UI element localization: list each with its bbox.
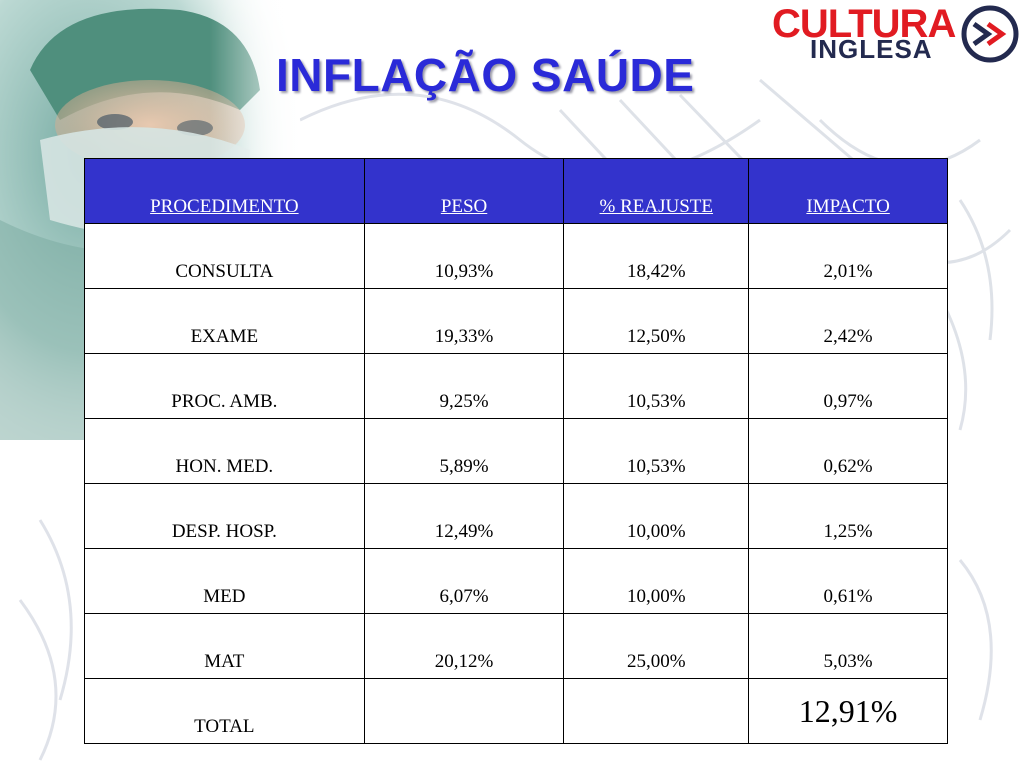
cell-peso: 5,89%	[363, 418, 565, 484]
total-label: TOTAL	[84, 678, 365, 744]
cell-peso: 6,07%	[363, 548, 565, 614]
cell-impacto: 0,97%	[748, 353, 948, 419]
total-peso	[363, 678, 565, 744]
table-row: HON. MED. 5,89% 10,53% 0,62%	[84, 418, 948, 484]
cell-impacto: 0,62%	[748, 418, 948, 484]
cell-reajuste: 10,53%	[563, 353, 750, 419]
cell-peso: 19,33%	[363, 288, 565, 354]
cell-procedimento: MAT	[84, 613, 365, 679]
table-row: CONSULTA 10,93% 18,42% 2,01%	[84, 223, 948, 289]
cell-peso: 20,12%	[363, 613, 565, 679]
cell-impacto: 2,01%	[748, 223, 948, 289]
cell-reajuste: 18,42%	[563, 223, 750, 289]
cell-procedimento: PROC. AMB.	[84, 353, 365, 419]
cell-impacto: 5,03%	[748, 613, 948, 679]
total-reajuste	[563, 678, 750, 744]
header-peso: PESO	[363, 158, 565, 224]
cultura-inglesa-logo: CULTURA INGLESA	[772, 4, 1024, 66]
cell-reajuste: 25,00%	[563, 613, 750, 679]
cell-reajuste: 10,00%	[563, 483, 750, 549]
page-title: INFLAÇÃO SAÚDE	[276, 49, 695, 101]
cell-impacto: 2,42%	[748, 288, 948, 354]
cell-peso: 9,25%	[363, 353, 565, 419]
cell-procedimento: HON. MED.	[84, 418, 365, 484]
double-chevron-icon	[961, 5, 1019, 63]
table-row: EXAME 19,33% 12,50% 2,42%	[84, 288, 948, 354]
header-reajuste: % REAJUSTE	[563, 158, 750, 224]
table-row: MAT 20,12% 25,00% 5,03%	[84, 613, 948, 679]
logo-line1: CULTURA	[772, 2, 956, 46]
table-header-row: PROCEDIMENTO PESO % REAJUSTE IMPACTO	[84, 158, 948, 224]
total-row: TOTAL 12,91%	[84, 678, 948, 744]
cell-peso: 12,49%	[363, 483, 565, 549]
health-inflation-table: PROCEDIMENTO PESO % REAJUSTE IMPACTO CON…	[84, 158, 948, 744]
table-row: PROC. AMB. 9,25% 10,53% 0,97%	[84, 353, 948, 419]
table-row: MED 6,07% 10,00% 0,61%	[84, 548, 948, 614]
header-procedimento: PROCEDIMENTO	[84, 158, 365, 224]
cell-procedimento: DESP. HOSP.	[84, 483, 365, 549]
cell-impacto: 1,25%	[748, 483, 948, 549]
cell-procedimento: CONSULTA	[84, 223, 365, 289]
cell-reajuste: 10,00%	[563, 548, 750, 614]
header-impacto: IMPACTO	[748, 158, 948, 224]
cell-reajuste: 12,50%	[563, 288, 750, 354]
logo-line2: INGLESA	[810, 34, 933, 64]
total-impacto: 12,91%	[748, 678, 948, 744]
table-row: DESP. HOSP. 12,49% 10,00% 1,25%	[84, 483, 948, 549]
cell-impacto: 0,61%	[748, 548, 948, 614]
cell-procedimento: EXAME	[84, 288, 365, 354]
cell-reajuste: 10,53%	[563, 418, 750, 484]
cell-procedimento: MED	[84, 548, 365, 614]
cell-peso: 10,93%	[363, 223, 565, 289]
